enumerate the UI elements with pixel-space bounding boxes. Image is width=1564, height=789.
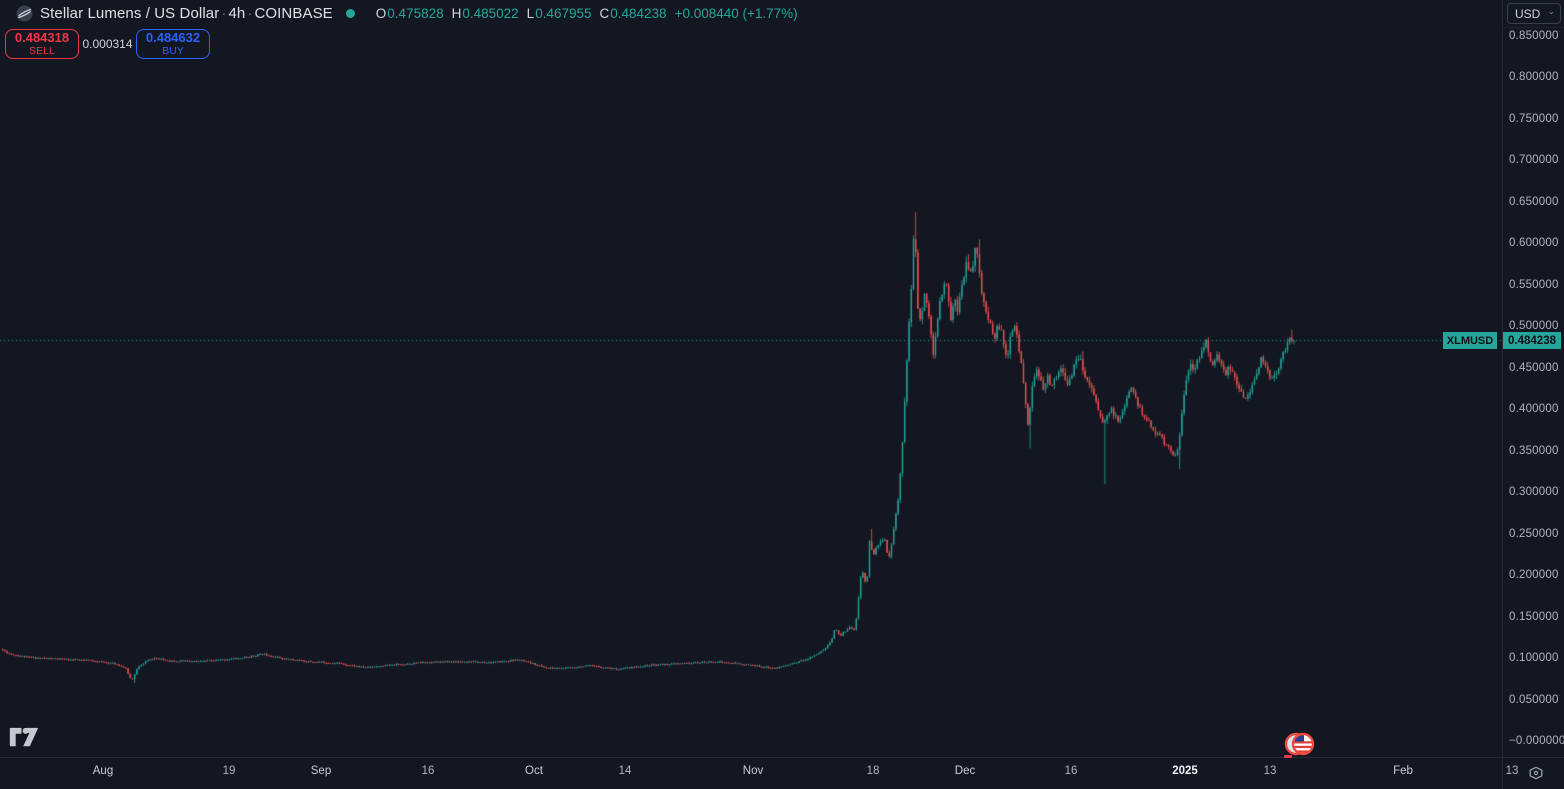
buy-label: BUY: [162, 44, 184, 57]
price-tick-label: 0.350000: [1509, 444, 1559, 457]
axis-divider: [1503, 27, 1564, 28]
price-tick-label: 0.750000: [1509, 112, 1559, 125]
trade-panel: 0.484318 SELL 0.000314 0.484632 BUY: [5, 29, 210, 59]
time-tick-label: Nov: [742, 765, 764, 777]
time-tick-label: 19: [222, 765, 236, 777]
interval-label: 4h: [228, 4, 246, 22]
price-axis[interactable]: USD ⌄ 0.850000 0.800000 0.750000 0.700000 0.…: [1502, 0, 1564, 757]
buy-button[interactable]: 0.484632 BUY: [136, 29, 210, 59]
sell-label: SELL: [29, 44, 55, 57]
us-event-flag-icon[interactable]: [1284, 731, 1316, 762]
low-value: 0.467955: [535, 5, 592, 21]
candlestick-chart[interactable]: [0, 0, 1502, 757]
price-tick-label: 0.600000: [1509, 237, 1559, 250]
time-axis-settings-button[interactable]: [1524, 761, 1548, 785]
time-tick-label: Feb: [1393, 765, 1413, 777]
stellar-logo-icon: [16, 5, 33, 21]
time-tick-label: Sep: [310, 765, 332, 777]
chevron-down-icon: ⌄: [1547, 6, 1555, 16]
last-price-symbol-tag: XLMUSD: [1443, 332, 1497, 349]
high-value: 0.485022: [462, 5, 519, 21]
price-tick-label: 0.200000: [1509, 569, 1559, 582]
price-tick-label: 0.800000: [1509, 71, 1559, 84]
high-label: H: [451, 5, 462, 21]
price-tick-label: 0.100000: [1509, 652, 1559, 665]
market-status-dot[interactable]: [345, 8, 355, 18]
axis-corner-separator: [1502, 757, 1503, 789]
last-price-tag: 0.484238: [1503, 332, 1561, 349]
time-axis[interactable]: Aug 19 Sep 16 Oct 14 Nov 18 Dec 16 2025 13 Feb 13: [0, 757, 1564, 789]
time-tick-label: Aug: [92, 765, 114, 777]
tradingview-logo-icon: [9, 727, 39, 747]
time-tick-label: 16: [421, 765, 435, 777]
event-marker-tick: [1284, 755, 1292, 758]
price-tick-label: 0.300000: [1509, 486, 1559, 499]
price-tick-label: 0.700000: [1509, 154, 1559, 167]
symbol-title[interactable]: Stellar Lumens / US Dollar · 4h · COINBASE: [40, 4, 333, 22]
tradingview-logo[interactable]: [9, 727, 39, 753]
spread-value: 0.000314: [82, 37, 133, 51]
time-tick-label: 13: [1263, 765, 1277, 777]
time-tick-label: 2025: [1172, 765, 1198, 777]
open-value: 0.475828: [387, 5, 444, 21]
time-tick-label: 13: [1505, 765, 1519, 777]
gear-icon: [1529, 766, 1543, 780]
symbol-header: Stellar Lumens / US Dollar · 4h · COINBASE O…: [16, 3, 798, 23]
time-tick-label: 18: [866, 765, 880, 777]
time-tick-label: 14: [618, 765, 632, 777]
price-tick-label: 0.400000: [1509, 403, 1559, 416]
change-value: +0.008440 (+1.77%): [674, 5, 798, 21]
ohlc-values: O 0.475828 H 0.485022 L 0.467955 C 0.484238 …: [376, 6, 798, 21]
currency-selector[interactable]: USD ⌄: [1507, 3, 1561, 24]
sell-price: 0.484318: [14, 30, 70, 46]
buy-price: 0.484632: [145, 30, 201, 46]
close-label: C: [599, 5, 610, 21]
price-tick-label: 0.550000: [1509, 278, 1559, 291]
price-tick-label: −0.000000: [1509, 735, 1564, 747]
low-label: L: [526, 5, 535, 21]
time-tick-label: Dec: [954, 765, 976, 777]
time-tick-label: 16: [1064, 765, 1078, 777]
price-tick-label: 0.150000: [1509, 610, 1559, 623]
open-label: O: [375, 5, 387, 21]
price-tick-label: 0.650000: [1509, 195, 1559, 208]
price-tick-label: 0.850000: [1509, 30, 1559, 42]
close-value: 0.484238: [610, 5, 667, 21]
price-tick-label: 0.250000: [1509, 527, 1559, 540]
sell-button[interactable]: 0.484318 SELL: [5, 29, 79, 59]
price-tick-label: 0.450000: [1509, 361, 1559, 374]
price-tick-label: 0.050000: [1509, 693, 1559, 706]
exchange-label: COINBASE: [254, 4, 333, 22]
price-tick-label: 0.500000: [1509, 320, 1559, 333]
time-tick-label: Oct: [525, 765, 543, 777]
currency-label: USD: [1515, 6, 1541, 21]
